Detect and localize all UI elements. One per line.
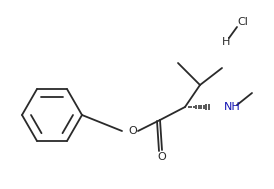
Text: O: O (158, 152, 166, 162)
Text: O: O (129, 126, 137, 136)
Text: Cl: Cl (237, 17, 248, 27)
Text: H: H (222, 37, 230, 47)
Text: NH: NH (224, 102, 241, 112)
